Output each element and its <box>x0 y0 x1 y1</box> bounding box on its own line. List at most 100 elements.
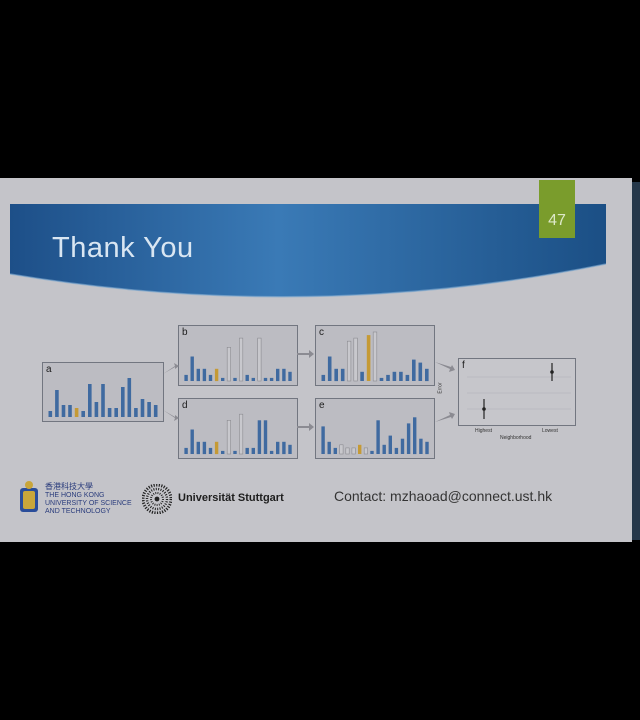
hkust-chinese-name: 香港科技大學 <box>45 482 93 491</box>
panel-a-label: a <box>46 364 52 375</box>
panel-e-bar <box>376 420 380 454</box>
panel-d-bar <box>196 441 200 455</box>
panel-f-ylabel: Error <box>437 382 444 394</box>
panel-d-bar <box>245 447 249 454</box>
panel-b-bar <box>282 368 286 382</box>
panel-b: b <box>178 325 298 386</box>
panel-e: e <box>315 398 435 459</box>
panel-b-label: b <box>182 327 188 338</box>
panel-e-bar <box>339 444 344 455</box>
panel-d-bar <box>184 447 188 454</box>
panel-c-bar <box>372 331 378 382</box>
panel-b-bar <box>190 356 194 381</box>
panel-d-label: d <box>182 400 188 411</box>
panel-e-bar <box>425 441 429 455</box>
panel-d-bar <box>263 420 268 454</box>
point-highest <box>482 407 486 411</box>
panel-f-xtick-highest: Highest <box>475 428 492 434</box>
panel-b-bar <box>208 374 213 381</box>
panel-e-bar <box>419 438 423 454</box>
panel-b-bar <box>263 377 268 381</box>
panel-e-label: e <box>319 400 325 411</box>
panel-d-bar <box>276 441 280 455</box>
hkust-name-line1: THE HONG KONG <box>45 492 105 499</box>
contact-text: Contact: mzhaoad@connect.ust.hk <box>334 488 553 504</box>
panel-c: c <box>315 325 435 386</box>
panel-c-bar <box>405 374 410 381</box>
panel-c-bar <box>353 337 358 382</box>
panel-a-bar <box>121 387 125 417</box>
panel-c-bar <box>386 374 390 381</box>
panel-d-bar <box>190 429 194 454</box>
panel-e-bar <box>388 435 392 454</box>
panel-f-xtick-lowest: Lowest <box>542 428 558 434</box>
panel-e-bar <box>406 423 411 454</box>
panel-a-bars <box>48 378 158 417</box>
panel-c-bar <box>425 368 429 382</box>
panel-c-bar <box>412 359 416 381</box>
panel-b-bar <box>233 377 237 381</box>
panel-a-bar <box>101 384 105 417</box>
panel-a: a <box>42 362 164 422</box>
arrow-d-e <box>297 423 314 431</box>
title-banner <box>10 204 606 298</box>
page-number: 47 <box>548 212 566 229</box>
hkust-logo-icon <box>20 481 38 512</box>
panel-a-bar <box>107 408 112 417</box>
panel-b-bar <box>251 377 255 381</box>
panel-d-bar <box>208 447 213 454</box>
panel-f-xlabel: Neighborhood <box>500 435 532 441</box>
panel-b-bars <box>184 337 292 382</box>
panel-b-bar <box>221 377 225 381</box>
panel-a-bar <box>147 402 151 417</box>
panel-e-bar <box>345 447 350 455</box>
panel-a-bar <box>88 384 92 417</box>
panel-f-label: f <box>462 360 465 371</box>
panel-e-bars <box>321 417 429 455</box>
stuttgart-name: Universität Stuttgart <box>178 492 284 504</box>
panel-c-bar <box>346 340 352 382</box>
slide-title: Thank You <box>52 232 194 264</box>
panel-e-bar <box>394 447 399 454</box>
panel-c-bar <box>379 377 384 381</box>
panel-e-bar <box>400 438 405 454</box>
panel-e-bar <box>351 447 356 455</box>
panel-c-bar <box>334 368 338 382</box>
panel-b-bar <box>202 368 207 382</box>
panel-d-bar <box>269 450 274 454</box>
panel-c-bars <box>321 331 429 382</box>
panel-c-bar <box>399 371 403 381</box>
panel-d-bar <box>257 420 262 454</box>
arrow-a-d <box>163 410 179 421</box>
panel-d-bars <box>184 413 292 455</box>
panel-c-bar <box>340 368 345 382</box>
panel-a-bar <box>114 408 118 417</box>
panel-f-plot <box>467 363 571 419</box>
point-lowest <box>550 370 554 374</box>
panel-b-bar <box>184 374 188 381</box>
panel-b-bar <box>239 337 244 382</box>
panel-a-bar <box>81 411 85 417</box>
panel-d-bar <box>233 450 237 454</box>
panel-c-bar <box>360 371 364 381</box>
panel-b-bar <box>226 346 231 382</box>
panel-b-bar <box>214 368 219 382</box>
stuttgart-logo-icon <box>142 484 172 514</box>
panel-a-bar <box>153 405 158 417</box>
panel-b-bar <box>257 337 262 382</box>
panel-b-bar <box>269 377 274 381</box>
panel-d-bar <box>226 419 231 455</box>
panel-b-bar <box>245 374 249 381</box>
panel-c-bar <box>392 371 397 381</box>
panel-e-bar <box>321 426 325 454</box>
panel-c-label: c <box>319 327 324 338</box>
panel-f: f <box>458 358 576 426</box>
panel-b-bar <box>288 371 292 381</box>
panel-d-bar <box>251 447 255 454</box>
panel-d-bar <box>221 450 225 454</box>
panel-a-bar <box>55 390 59 417</box>
panel-b-bar <box>276 368 280 382</box>
panel-a-bar <box>134 408 138 417</box>
hkust-name-line2: UNIVERSITY OF SCIENCE <box>45 500 132 507</box>
panel-a-bar <box>68 405 72 417</box>
